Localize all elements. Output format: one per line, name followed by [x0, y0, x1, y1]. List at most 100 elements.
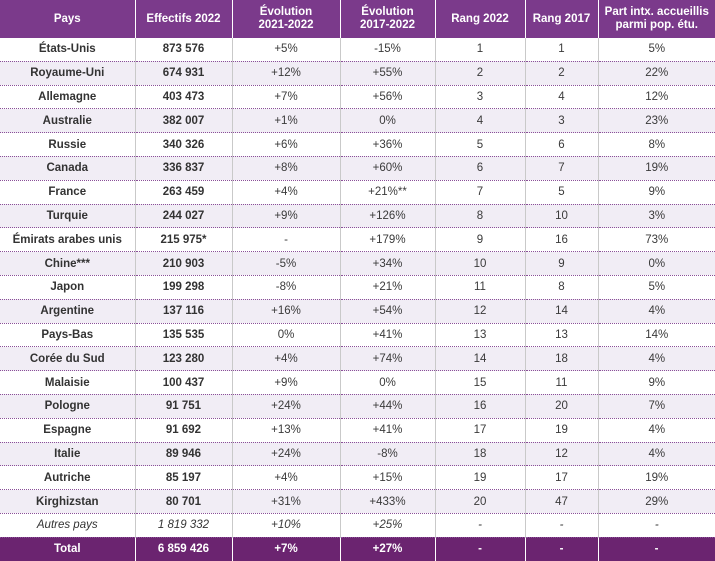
table-cell: 12 — [435, 299, 526, 324]
header-text: 2017-2022 — [360, 19, 415, 31]
table-cell: 18 — [525, 346, 599, 372]
table-cell: 7 — [435, 180, 526, 205]
table-row: Autres pays 1 819 332 +10% +25% - - - — [0, 513, 715, 538]
table-cell: Pologne — [0, 394, 136, 419]
table-cell: 1 — [525, 38, 599, 62]
table-cell: - — [435, 513, 526, 538]
table-cell: +433% — [340, 489, 436, 514]
table-cell: Kirghizstan — [0, 489, 136, 514]
table-cell: 89 946 — [135, 442, 233, 467]
table-cell: -15% — [340, 38, 436, 62]
table-cell: 340 326 — [135, 132, 233, 157]
table-cell: 9% — [598, 180, 715, 205]
table-cell: 12% — [598, 85, 715, 110]
header-text: Pays — [53, 12, 81, 25]
header-cell: Évolution 2017-2022 — [340, 0, 436, 38]
table-row: Australie 382 007 +1% 0% 4 3 23% — [0, 108, 715, 134]
table-cell: 5 — [525, 180, 599, 205]
table-cell: 2 — [435, 61, 526, 86]
table-cell: 4 — [525, 85, 599, 110]
table-cell: 7 — [525, 156, 599, 181]
table-cell: Corée du Sud — [0, 346, 136, 372]
table-cell: Russie — [0, 132, 136, 157]
table-cell: 1 819 332 — [135, 513, 233, 538]
table-cell: - — [232, 227, 341, 253]
table-cell: Malaisie — [0, 370, 136, 395]
table-cell: +36% — [340, 132, 436, 157]
table-row: Autriche 85 197 +4% +15% 19 17 19% — [0, 465, 715, 491]
table-cell: +126% — [340, 204, 436, 229]
header-text: Part intx. accueillis — [604, 6, 709, 18]
table-cell: France — [0, 180, 136, 205]
table-cell: 3 — [525, 108, 599, 134]
table-cell: +25% — [340, 513, 436, 538]
table-cell: +6% — [232, 132, 341, 157]
table-cell: +24% — [232, 394, 341, 419]
table-cell: +56% — [340, 85, 436, 110]
header-text: Rang 2022 — [451, 12, 509, 25]
table-cell: 19% — [598, 465, 715, 491]
table-cell: 19 — [525, 418, 599, 443]
table-cell: +54% — [340, 299, 436, 324]
table-cell: 0% — [340, 370, 436, 395]
table-cell: +27% — [340, 537, 436, 561]
table-cell: 9 — [525, 251, 599, 276]
table-row: Émirats arabes unis 215 975* - +179% 9 16 73% — [0, 227, 715, 253]
table-cell: 16 — [525, 227, 599, 253]
table-cell: 20 — [435, 489, 526, 514]
table-cell: Total — [0, 537, 136, 561]
table-cell: 18 — [435, 442, 526, 467]
table-cell: 29% — [598, 489, 715, 514]
table-row: Pologne 91 751 +24% +44% 16 20 7% — [0, 394, 715, 419]
table-cell: 8 — [435, 204, 526, 229]
table-cell: +34% — [340, 251, 436, 276]
table-cell: 9 — [435, 227, 526, 253]
table-cell: 6 859 426 — [135, 537, 233, 561]
table-cell: 199 298 — [135, 275, 233, 300]
table-cell: 13 — [435, 323, 526, 348]
table-cell: 6 — [525, 132, 599, 157]
table-row: Turquie 244 027 +9% +126% 8 10 3% — [0, 204, 715, 229]
table-cell: 4% — [598, 299, 715, 324]
table-row: Espagne 91 692 +13% +41% 17 19 4% — [0, 418, 715, 443]
header-text: parmi pop. étu. — [615, 19, 698, 31]
table-cell: 674 931 — [135, 61, 233, 86]
table-cell: -8% — [340, 442, 436, 467]
table-cell: 215 975* — [135, 227, 233, 253]
table-cell: 47 — [525, 489, 599, 514]
table-cell: 80 701 — [135, 489, 233, 514]
table-cell: +7% — [232, 537, 341, 561]
table-cell: Italie — [0, 442, 136, 467]
table-cell: Allemagne — [0, 85, 136, 110]
table-cell: +74% — [340, 346, 436, 372]
table-cell: +13% — [232, 418, 341, 443]
table-cell: +4% — [232, 465, 341, 491]
header-cell: Effectifs 2022 — [135, 0, 233, 38]
table-cell: +21%** — [340, 180, 436, 205]
table-cell: -5% — [232, 251, 341, 276]
table-cell: 3 — [435, 85, 526, 110]
table-cell: 4% — [598, 346, 715, 372]
header-text: Évolution — [361, 6, 414, 18]
table-cell: 8% — [598, 132, 715, 157]
table-cell: +15% — [340, 465, 436, 491]
table-cell: +4% — [232, 346, 341, 372]
table-cell: +1% — [232, 108, 341, 134]
header-row: Pays Effectifs 2022 Évolution 2021-2022 Évol… — [0, 0, 715, 38]
table-cell: 382 007 — [135, 108, 233, 134]
table-cell: 135 535 — [135, 323, 233, 348]
table-cell: 20 — [525, 394, 599, 419]
table-cell: 6 — [435, 156, 526, 181]
table-cell: 244 027 — [135, 204, 233, 229]
table-cell: 1 — [435, 38, 526, 62]
table-cell: États-Unis — [0, 38, 136, 62]
header-text: 2021-2022 — [258, 19, 314, 31]
table-cell: 403 473 — [135, 85, 233, 110]
table-row: Total 6 859 426 +7% +27% - - - — [0, 537, 715, 561]
table-cell: +41% — [340, 418, 436, 443]
table-cell: 14 — [435, 346, 526, 372]
table-cell: 17 — [525, 465, 599, 491]
table-cell: +44% — [340, 394, 436, 419]
